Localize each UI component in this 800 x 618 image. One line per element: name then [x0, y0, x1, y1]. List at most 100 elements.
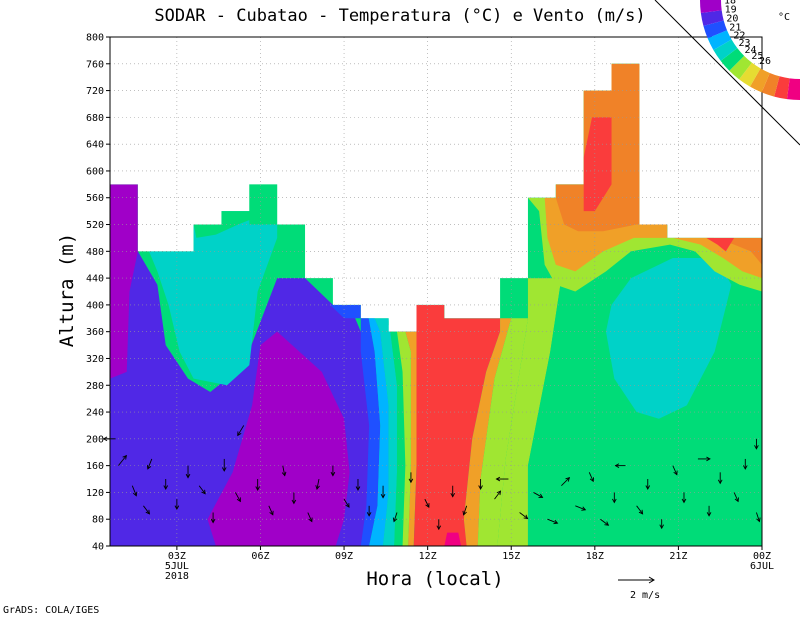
- wind-arrow: [478, 479, 483, 490]
- x-tick-label: 18Z: [586, 551, 604, 562]
- wind-arrow: [174, 499, 180, 511]
- wind-arrow: [575, 505, 587, 511]
- wind-arrow: [462, 505, 468, 516]
- x-tick-label: 00Z: [753, 551, 771, 562]
- colorbar-segment: [774, 76, 790, 100]
- wind-arrow: [234, 492, 241, 503]
- y-tick-label: 560: [86, 193, 104, 204]
- colorbar-segment: [786, 78, 800, 100]
- wind-arrow: [681, 492, 687, 504]
- colorbar-label: 25: [751, 51, 763, 62]
- colorbar-label: 26: [759, 56, 771, 67]
- temp-zone-26c-12: [427, 412, 467, 546]
- wind-arrow: [519, 512, 529, 520]
- x-tick-label: 2018: [165, 571, 189, 582]
- x-tick-label: 06Z: [251, 551, 269, 562]
- temp-zone-26-21: [555, 63, 762, 265]
- colorbar-segment: [700, 10, 724, 26]
- wind-arrow: [146, 458, 153, 470]
- y-tick-label: 520: [86, 220, 104, 231]
- plot-area: [110, 63, 762, 546]
- temp-zone-23-4: [193, 184, 278, 238]
- x-tick-label: 15Z: [502, 551, 520, 562]
- wind-arrow: [645, 479, 651, 490]
- colorbar-segment: [720, 48, 745, 71]
- wind-arrow: [754, 438, 759, 450]
- y-tick-label: 640: [86, 140, 104, 151]
- y-tick-label: 320: [86, 354, 104, 365]
- y-tick-label: 280: [86, 381, 104, 392]
- wind-arrow: [118, 454, 127, 466]
- y-tick-label: 720: [86, 86, 104, 97]
- temp-zone-24-15: [477, 318, 528, 546]
- colorbar-label: 18: [724, 0, 736, 7]
- colorbar-label: 22: [733, 31, 745, 42]
- y-tick-label: 120: [86, 488, 104, 499]
- wind-arrow: [307, 512, 313, 523]
- wind-arrow: [315, 478, 320, 490]
- wind-arrow: [733, 492, 739, 503]
- colorbar-unit: °C: [778, 12, 790, 23]
- colorbar-segment: [703, 20, 728, 39]
- wind-arrow: [408, 472, 414, 484]
- wind-arrow: [131, 485, 138, 497]
- x-tick-label: 12Z: [419, 551, 437, 562]
- temp-zone-22-18: [605, 258, 732, 419]
- y-tick-label: 680: [86, 113, 104, 124]
- colorbar-divider: [654, 0, 800, 146]
- temp-zone-26d-13: [444, 532, 462, 546]
- wind-arrow: [614, 463, 626, 468]
- temp-zone-22-7: [374, 318, 397, 546]
- y-tick-label: 600: [86, 166, 104, 177]
- wind-arrow: [612, 492, 617, 504]
- y-tick-label: 800: [86, 33, 104, 44]
- colorbar-segment: [750, 68, 770, 93]
- wind-arrow: [742, 458, 748, 470]
- x-tick-label: 21Z: [669, 551, 687, 562]
- y-tick-label: 40: [92, 542, 104, 553]
- wind-arrow: [198, 485, 206, 495]
- wind-arrow: [380, 485, 386, 499]
- wind-arrow: [450, 485, 456, 498]
- wind-arrow: [330, 465, 336, 477]
- wind-arrow: [436, 519, 442, 531]
- wind-arrow: [143, 505, 150, 515]
- wind-arrow: [221, 458, 227, 472]
- colorbar-segment: [739, 62, 761, 87]
- x-tick-label: 03Z: [168, 551, 186, 562]
- temp-zone-26b-23: [706, 237, 735, 252]
- wind-arrow: [102, 436, 116, 442]
- temp-zone-24-9: [388, 324, 411, 546]
- y-tick-label: 760: [86, 59, 104, 70]
- colorbar-segment: [729, 55, 752, 80]
- wind-arrow: [659, 519, 665, 530]
- y-tick-label: 240: [86, 408, 104, 419]
- wind-arrow: [717, 472, 723, 485]
- wind-arrow: [268, 505, 274, 516]
- wind-arrow: [600, 518, 610, 526]
- colorbar-label: 20: [726, 14, 738, 25]
- wind-arrow: [343, 498, 350, 508]
- wind-arrow: [672, 465, 678, 476]
- wind-arrow: [291, 492, 297, 505]
- x-tick-label: 09Z: [335, 551, 353, 562]
- wind-arrow: [255, 479, 260, 491]
- colorbar-label: 19: [725, 5, 737, 16]
- y-tick-label: 480: [86, 247, 104, 258]
- wind-arrow: [636, 505, 644, 515]
- y-tick-label: 400: [86, 300, 104, 311]
- wind-arrow: [185, 465, 191, 479]
- y-tick-label: 360: [86, 327, 104, 338]
- wind-arrow: [697, 456, 711, 462]
- colorbar-segment: [707, 30, 732, 50]
- wind-arrow: [366, 505, 372, 517]
- wind-arrow: [495, 476, 509, 482]
- wind-arrow: [210, 512, 216, 524]
- wind-scale-arrow: 2 m/s: [618, 576, 660, 601]
- temp-zone-23-8: [388, 318, 406, 546]
- wind-arrow: [547, 518, 559, 525]
- colorbar-segment: [713, 39, 738, 61]
- chart-title: SODAR - Cubatao - Temperatura (°C) e Ven…: [154, 6, 645, 26]
